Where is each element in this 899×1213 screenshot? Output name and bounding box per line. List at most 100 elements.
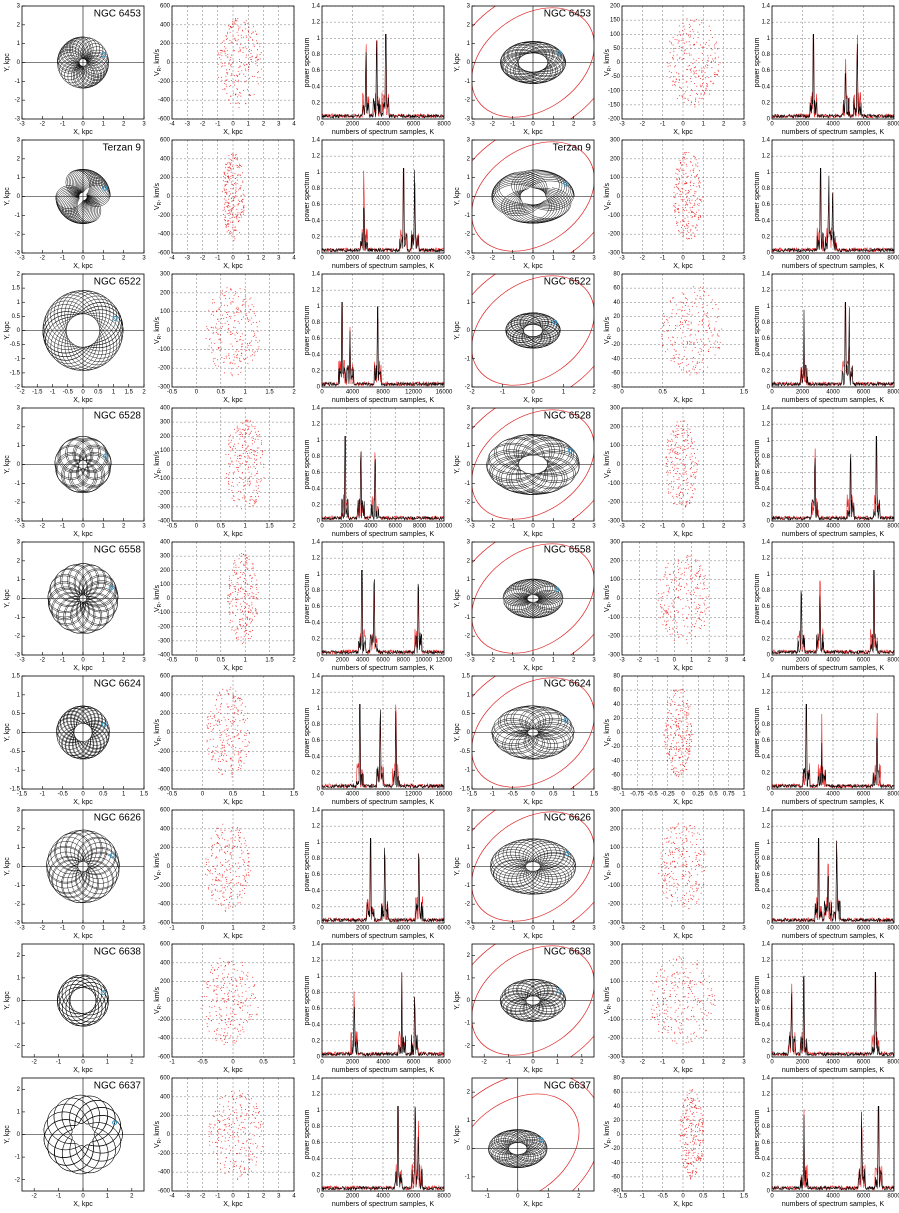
- spectrum-curve: [322, 838, 444, 922]
- phase-point: [240, 883, 241, 884]
- x-tick-label: -2: [40, 926, 46, 932]
- plot-area: [22, 274, 144, 387]
- phase-point: [212, 729, 213, 730]
- y-tick-label: 0.6: [762, 738, 771, 744]
- phase-point: [221, 769, 222, 770]
- phase-point: [242, 885, 243, 886]
- phase-point: [248, 455, 249, 456]
- phase-point: [241, 456, 242, 457]
- phase-point: [221, 903, 222, 904]
- y-tick-label: 2: [467, 826, 471, 832]
- phase-point: [678, 40, 679, 41]
- phase-point: [221, 905, 222, 906]
- phase-point: [241, 361, 242, 362]
- y-axis-label: power spectrum: [304, 305, 311, 355]
- phase-point: [708, 321, 709, 322]
- phase-point: [232, 448, 233, 449]
- y-tick-label: -100: [608, 481, 621, 487]
- phase-point: [231, 55, 232, 56]
- phase-point: [233, 175, 234, 176]
- x-axis-label: X, kpc: [523, 665, 543, 672]
- phase-point: [218, 879, 219, 880]
- phase-point: [225, 53, 226, 54]
- x-tick-label: 3: [592, 658, 596, 664]
- x-axis-label: X, kpc: [73, 263, 93, 270]
- phase-point: [264, 477, 265, 478]
- phase-point: [677, 626, 678, 627]
- phase-point: [681, 773, 682, 774]
- panel: 0200040006000800000.20.40.60.811.21.4num…: [754, 540, 899, 672]
- phase-point: [693, 366, 694, 367]
- phase-point: [672, 634, 673, 635]
- phase-point: [223, 40, 224, 41]
- phase-point: [208, 889, 209, 890]
- phase-point: [229, 844, 230, 845]
- phase-point: [241, 843, 242, 844]
- phase-point: [696, 191, 697, 192]
- plot-area: [22, 408, 144, 521]
- phase-point: [241, 553, 242, 554]
- phase-point: [249, 559, 250, 560]
- phase-point: [232, 827, 233, 828]
- phase-point: [703, 583, 704, 584]
- phase-point: [234, 736, 235, 737]
- phase-point: [686, 474, 687, 475]
- phase-point: [700, 854, 701, 855]
- phase-point: [243, 190, 244, 191]
- phase-point: [219, 692, 220, 693]
- phase-point: [686, 748, 687, 749]
- phase-point: [681, 165, 682, 166]
- phase-point: [666, 613, 667, 614]
- phase-point: [229, 883, 230, 884]
- phase-point: [253, 322, 254, 323]
- phase-point: [700, 287, 701, 288]
- phase-point: [256, 322, 257, 323]
- phase-point: [682, 332, 683, 333]
- phase-point: [704, 68, 705, 69]
- phase-point: [211, 759, 212, 760]
- phase-point: [697, 174, 698, 175]
- phase-point: [680, 735, 681, 736]
- phase-point: [686, 202, 687, 203]
- phase-point: [245, 28, 246, 29]
- phase-point: [237, 44, 238, 45]
- phase-point: [243, 852, 244, 853]
- phase-point: [688, 232, 689, 233]
- phase-point: [704, 93, 705, 94]
- phase-point: [238, 71, 239, 72]
- phase-point: [677, 187, 678, 188]
- phase-point: [679, 46, 680, 47]
- phase-point: [258, 592, 259, 593]
- phase-point: [673, 48, 674, 49]
- phase-point: [701, 620, 702, 621]
- phase-point: [237, 709, 238, 710]
- phase-point: [676, 72, 677, 73]
- phase-point: [677, 98, 678, 99]
- phase-point: [231, 373, 232, 374]
- phase-point: [234, 236, 235, 237]
- phase-point: [686, 359, 687, 360]
- phase-point: [225, 771, 226, 772]
- phase-point: [700, 217, 701, 218]
- phase-point: [699, 70, 700, 71]
- phase-point: [677, 631, 678, 632]
- phase-point: [231, 209, 232, 210]
- phase-point: [239, 201, 240, 202]
- phase-point: [694, 592, 695, 593]
- phase-point: [220, 845, 221, 846]
- phase-point: [228, 353, 229, 354]
- x-tick-label: 0: [681, 122, 685, 128]
- phase-point: [235, 103, 236, 104]
- y-tick-label: -100: [608, 88, 621, 94]
- phase-point: [664, 605, 665, 606]
- phase-point: [237, 505, 238, 506]
- x-axis-label: numbers of spectrum samples, K: [332, 933, 435, 940]
- phase-point: [690, 181, 691, 182]
- phase-point: [677, 691, 678, 692]
- y-axis-label: Y, kpc: [4, 321, 11, 340]
- phase-point: [693, 168, 694, 169]
- phase-point: [231, 856, 232, 857]
- phase-point: [250, 500, 251, 501]
- phase-point: [229, 298, 230, 299]
- phase-point: [218, 721, 219, 722]
